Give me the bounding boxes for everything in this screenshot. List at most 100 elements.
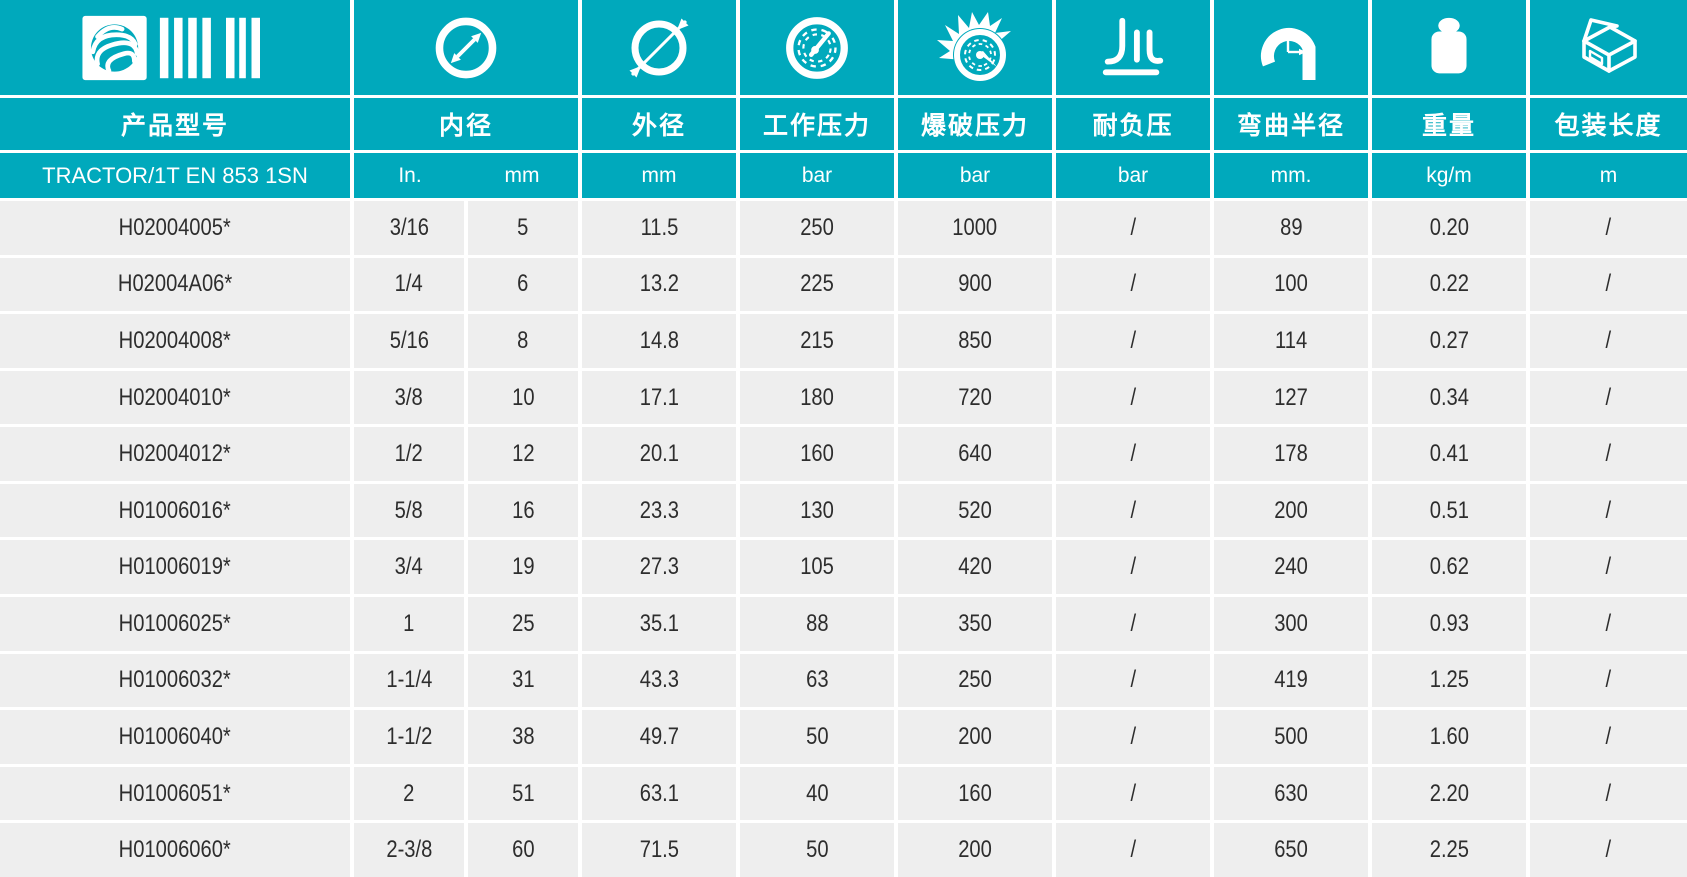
value: 0.20 xyxy=(1429,213,1469,241)
header-icon-cell-outer-diameter xyxy=(582,0,736,95)
table-cell-inner-diameter-mm-row-9: 31 xyxy=(468,653,578,708)
value: 630 xyxy=(1274,779,1308,807)
product-code: H02004012* xyxy=(118,440,232,468)
value: / xyxy=(1130,779,1136,807)
table-cell-vacuum-row-8: / xyxy=(1056,597,1210,651)
value: 520 xyxy=(958,496,992,524)
table-cell-vacuum-row-2: / xyxy=(1056,257,1210,312)
value: 1000 xyxy=(952,213,998,241)
table-cell-bend-radius-row-10: 500 xyxy=(1214,710,1368,764)
table-cell-outer-diameter-row-3: 14.8 xyxy=(582,314,736,368)
table-cell-package-length-row-9: / xyxy=(1530,653,1687,708)
value: 1-1/4 xyxy=(386,666,432,694)
value: 38 xyxy=(511,723,535,751)
table-cell-outer-diameter-row-11: 63.1 xyxy=(582,766,736,821)
value: 10 xyxy=(511,383,535,411)
value: 0.51 xyxy=(1429,496,1469,524)
col-header-inner-diameter: 内径 xyxy=(354,98,578,150)
table-cell-bend-radius-row-9: 419 xyxy=(1214,653,1368,708)
table-cell-inner-diameter-mm-row-7: 19 xyxy=(468,540,578,595)
table-cell-working-pressure-row-1: 250 xyxy=(740,201,894,255)
table-cell-model-row-3: H02004008* xyxy=(0,314,350,368)
product-code: H02004005* xyxy=(118,213,232,241)
table-cell-vacuum-row-4: / xyxy=(1056,370,1210,425)
table-cell-working-pressure-row-2: 225 xyxy=(740,257,894,312)
value: 178 xyxy=(1274,440,1308,468)
table-cell-bend-radius-row-8: 300 xyxy=(1214,597,1368,651)
product-code: H01006060* xyxy=(118,836,232,864)
table-cell-inner-diameter-mm-row-1: 5 xyxy=(468,201,578,255)
col-header-package-length: 包装长度 xyxy=(1530,98,1687,150)
unit-inner-diameter-in: In. xyxy=(398,163,422,187)
table-cell-package-length-row-4: / xyxy=(1530,370,1687,425)
table-cell-burst-pressure-row-11: 160 xyxy=(898,766,1052,821)
product-code: H02004A06* xyxy=(117,270,233,298)
value: 0.27 xyxy=(1429,326,1469,354)
value: 0.62 xyxy=(1429,553,1469,581)
table-cell-inner-diameter-in-row-1: 3/16 xyxy=(354,201,464,255)
table-cell-package-length-row-12: / xyxy=(1530,823,1687,877)
col-header-working-pressure: 工作压力 xyxy=(740,98,894,150)
table-cell-vacuum-row-9: / xyxy=(1056,653,1210,708)
table-cell-model-row-12: H01006060* xyxy=(0,823,350,877)
product-code: H01006016* xyxy=(118,496,232,524)
value: 5/8 xyxy=(394,496,424,524)
value: 1 xyxy=(403,609,415,637)
value: 300 xyxy=(1274,609,1308,637)
table-cell-outer-diameter-row-8: 35.1 xyxy=(582,597,736,651)
unit-package-length: m xyxy=(1530,153,1687,198)
table-cell-inner-diameter-mm-row-11: 51 xyxy=(468,766,578,821)
value: 8 xyxy=(517,326,529,354)
pressure-gauge-icon xyxy=(780,11,854,85)
value: 105 xyxy=(800,553,834,581)
col-header-burst-pressure: 爆破压力 xyxy=(898,98,1052,150)
burst-gauge-icon xyxy=(935,10,1015,86)
table-cell-bend-radius-row-11: 630 xyxy=(1214,766,1368,821)
value: 225 xyxy=(800,270,834,298)
table-cell-inner-diameter-mm-row-8: 25 xyxy=(468,597,578,651)
table-cell-inner-diameter-in-row-3: 5/16 xyxy=(354,314,464,368)
col-header-vacuum: 耐负压 xyxy=(1056,98,1210,150)
table-cell-working-pressure-row-5: 160 xyxy=(740,427,894,481)
product-code: H01006032* xyxy=(118,666,232,694)
table-cell-outer-diameter-row-7: 27.3 xyxy=(582,540,736,595)
col-header-product-model: 产品型号 xyxy=(0,98,350,150)
table-cell-inner-diameter-in-row-4: 3/8 xyxy=(354,370,464,425)
value: 3/16 xyxy=(389,213,429,241)
table-cell-outer-diameter-row-5: 20.1 xyxy=(582,427,736,481)
value: 5 xyxy=(517,213,529,241)
table-cell-model-row-9: H01006032* xyxy=(0,653,350,708)
value: / xyxy=(1605,326,1612,354)
value: / xyxy=(1130,383,1136,411)
table-cell-vacuum-row-5: / xyxy=(1056,427,1210,481)
package-box-icon xyxy=(1570,10,1648,86)
inner-diameter-icon xyxy=(430,12,502,84)
table-cell-inner-diameter-in-row-11: 2 xyxy=(354,766,464,821)
table-cell-working-pressure-row-11: 40 xyxy=(740,766,894,821)
table-cell-inner-diameter-mm-row-5: 12 xyxy=(468,427,578,481)
table-cell-inner-diameter-mm-row-3: 8 xyxy=(468,314,578,368)
value: 20.1 xyxy=(639,440,679,468)
value: 63 xyxy=(805,666,829,694)
value: 1-1/2 xyxy=(386,723,432,751)
table-cell-weight-row-9: 1.25 xyxy=(1372,653,1526,708)
product-code: H02004010* xyxy=(118,383,232,411)
table-cell-burst-pressure-row-3: 850 xyxy=(898,314,1052,368)
value: / xyxy=(1605,383,1612,411)
value: / xyxy=(1130,666,1136,694)
table-cell-burst-pressure-row-12: 200 xyxy=(898,823,1052,877)
value: 0.41 xyxy=(1429,440,1469,468)
value: 240 xyxy=(1274,553,1308,581)
table-cell-model-row-7: H01006019* xyxy=(0,540,350,595)
table-cell-burst-pressure-row-4: 720 xyxy=(898,370,1052,425)
table-cell-weight-row-8: 0.93 xyxy=(1372,597,1526,651)
value: 180 xyxy=(800,383,834,411)
value: 900 xyxy=(958,270,992,298)
value: / xyxy=(1130,836,1136,864)
unit-vacuum: bar xyxy=(1056,153,1210,198)
value: 0.93 xyxy=(1429,609,1469,637)
header-icon-cell-inner-diameter xyxy=(354,0,578,95)
value: 63.1 xyxy=(639,779,679,807)
table-cell-vacuum-row-12: / xyxy=(1056,823,1210,877)
